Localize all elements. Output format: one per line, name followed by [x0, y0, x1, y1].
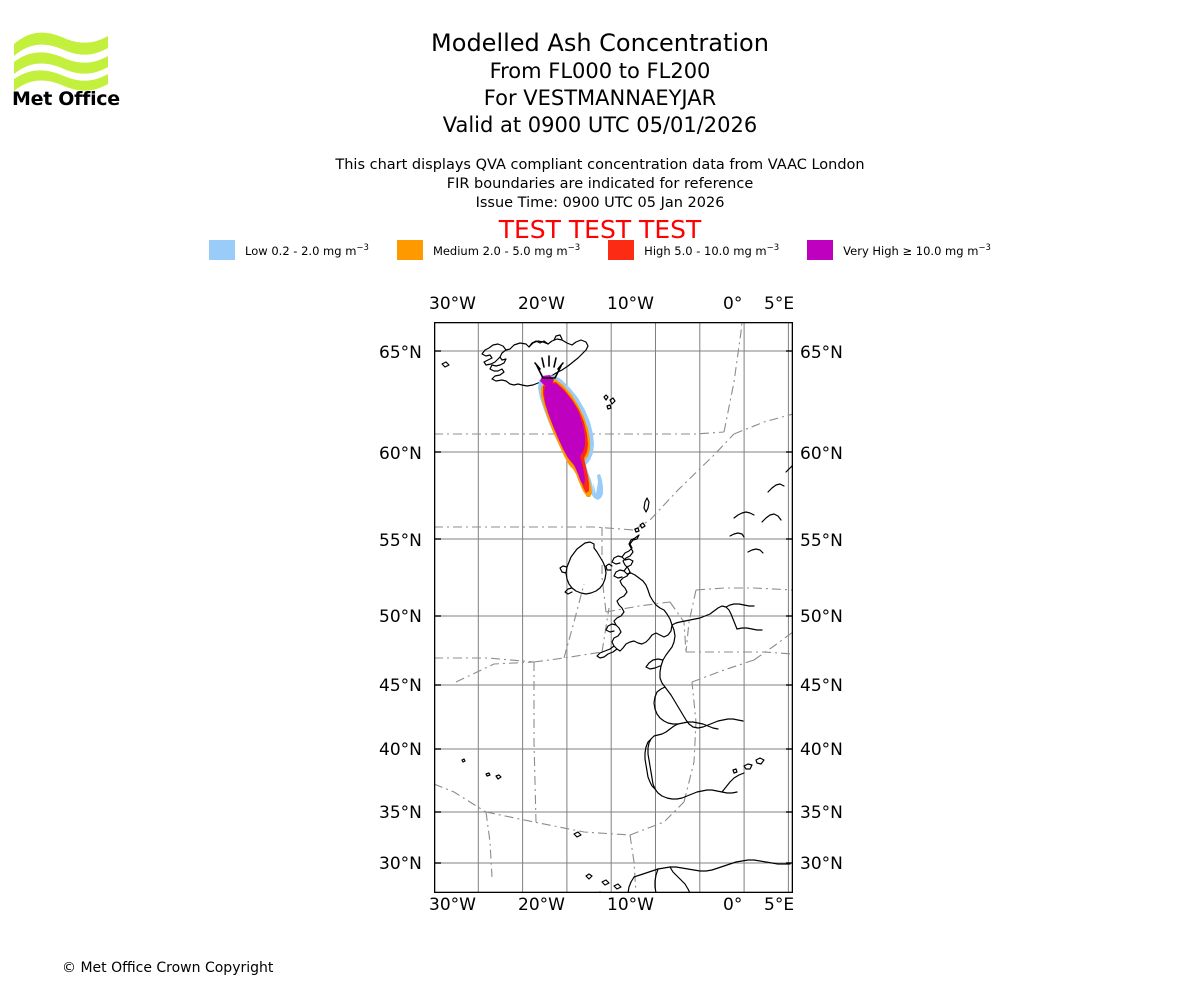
ash-concentration-map[interactable] — [434, 322, 793, 893]
fir-boundaries — [434, 322, 793, 893]
legend-item-very-high: Very High ≥ 10.0 mg m−3 — [807, 240, 991, 260]
lon-label-bottom-30w: 30°W — [429, 895, 476, 915]
lon-label-bottom-20w: 20°W — [518, 895, 565, 915]
title-volcano: For VESTMANNAEYJAR — [483, 86, 717, 110]
lat-label-right-30n: 30°N — [800, 854, 843, 874]
copyright-notice: © Met Office Crown Copyright — [62, 960, 274, 976]
legend-label-medium: Medium 2.0 - 5.0 mg m−3 — [432, 242, 581, 258]
legend-swatch-low — [209, 240, 236, 260]
lat-label-left-65n: 65°N — [379, 343, 422, 363]
lon-label-top-0: 0° — [723, 294, 743, 314]
lat-label-right-50n: 50°N — [800, 607, 843, 627]
lat-label-left-30n: 30°N — [379, 854, 422, 874]
subtitle-issue-time: Issue Time: 0900 UTC 05 Jan 2026 — [475, 195, 725, 211]
map-ticks — [434, 350, 793, 864]
lat-label-right-35n: 35°N — [800, 803, 843, 823]
subtitle-fir: FIR boundaries are indicated for referen… — [446, 176, 754, 192]
lat-label-left-45n: 45°N — [379, 676, 422, 696]
lon-label-top-30w: 30°W — [429, 294, 476, 314]
lat-label-right-60n: 60°N — [800, 444, 843, 464]
concentration-legend: Low 0.2 - 2.0 mg m−3 Medium 2.0 - 5.0 mg… — [0, 240, 1200, 260]
ash-plume — [538, 375, 603, 500]
lat-label-right-45n: 45°N — [800, 676, 843, 696]
legend-item-low: Low 0.2 - 2.0 mg m−3 — [209, 240, 369, 260]
legend-item-medium: Medium 2.0 - 5.0 mg m−3 — [396, 240, 581, 260]
legend-label-low: Low 0.2 - 2.0 mg m−3 — [245, 242, 369, 258]
lon-label-top-10w: 10°W — [607, 294, 654, 314]
plume-band-very-high — [544, 383, 585, 485]
lat-label-left-50n: 50°N — [379, 607, 422, 627]
coastlines — [441, 334, 793, 893]
legend-swatch-very-high — [807, 240, 834, 260]
lon-label-top-20w: 20°W — [518, 294, 565, 314]
legend-swatch-medium — [396, 240, 423, 260]
map-frame — [434, 322, 793, 893]
lat-label-left-40n: 40°N — [379, 740, 422, 760]
lat-label-left-60n: 60°N — [379, 444, 422, 464]
legend-label-high: High 5.0 - 10.0 mg m−3 — [644, 242, 780, 258]
lat-label-left-35n: 35°N — [379, 803, 422, 823]
lat-label-right-65n: 65°N — [800, 343, 843, 363]
lat-label-right-40n: 40°N — [800, 740, 843, 760]
test-banner: TEST TEST TEST — [498, 215, 702, 244]
page-title: Modelled Ash Concentration — [431, 29, 769, 57]
lon-label-bottom-0: 0° — [723, 895, 743, 915]
legend-item-high: High 5.0 - 10.0 mg m−3 — [608, 240, 779, 260]
lon-label-bottom-5e: 5°E — [764, 895, 795, 915]
lon-label-bottom-10w: 10°W — [607, 895, 654, 915]
chart-title-block: Modelled Ash Concentration From FL000 to… — [0, 28, 1200, 139]
legend-swatch-high — [608, 240, 635, 260]
lat-label-left-55n: 55°N — [379, 531, 422, 551]
met-office-logo — [12, 22, 122, 114]
graticule-latitude — [434, 350, 793, 864]
lon-label-top-5e: 5°E — [764, 294, 795, 314]
legend-label-very-high: Very High ≥ 10.0 mg m−3 — [843, 242, 991, 258]
volcano-source-marker — [534, 355, 564, 379]
title-valid-time: Valid at 0900 UTC 05/01/2026 — [442, 113, 758, 137]
title-flight-levels: From FL000 to FL200 — [489, 59, 711, 83]
map-background — [434, 322, 793, 893]
lat-label-right-55n: 55°N — [800, 531, 843, 551]
chart-subtitle-block: This chart displays QVA compliant concen… — [0, 156, 1200, 213]
subtitle-qva: This chart displays QVA compliant concen… — [335, 157, 865, 173]
plume-core-lobe — [573, 430, 583, 454]
met-office-wordmark: Met Office — [12, 88, 120, 110]
